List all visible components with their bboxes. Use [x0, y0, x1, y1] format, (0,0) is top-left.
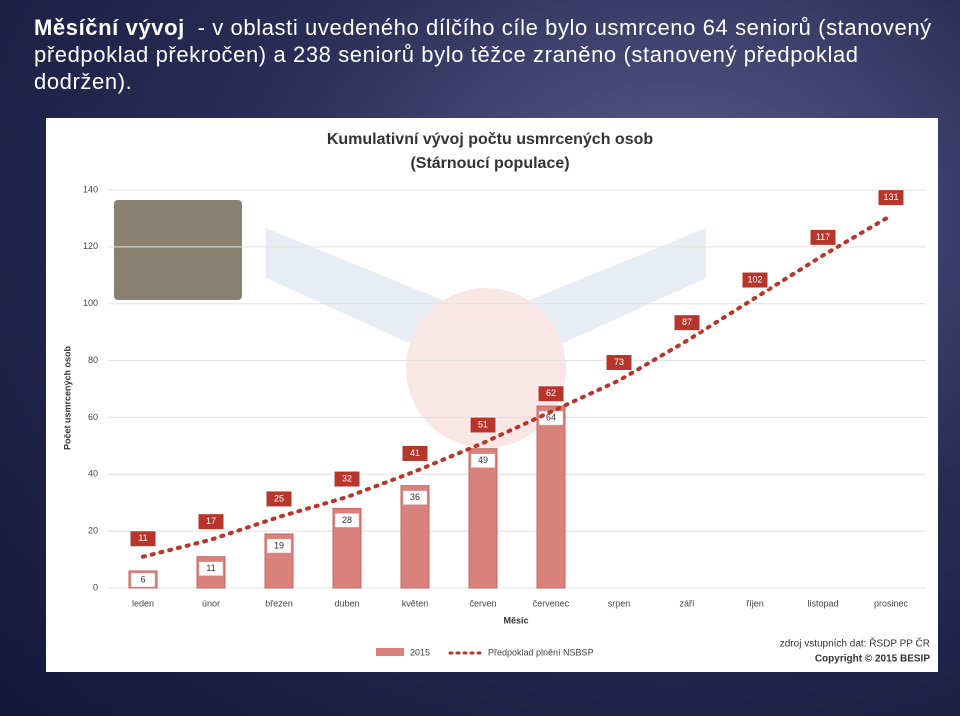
bar-label: 6: [140, 574, 145, 584]
line-label: 87: [682, 317, 692, 327]
bar-label-box: [130, 572, 156, 588]
x-tick-label: listopad: [807, 598, 838, 608]
line-label-box: [197, 513, 225, 531]
x-tick-label: květen: [402, 598, 429, 608]
y-tick-label: 80: [88, 355, 98, 365]
line-label-box: [401, 444, 429, 462]
bar-label: 49: [478, 455, 488, 465]
line-label: 17: [206, 516, 216, 526]
line: [141, 213, 893, 559]
y-tick-label: 120: [83, 241, 98, 251]
x-tick-label: únor: [202, 598, 220, 608]
bar-label-box: [402, 490, 428, 505]
bar-label: 11: [206, 563, 215, 573]
x-tick-label: prosinec: [874, 598, 909, 608]
line-label: 41: [410, 448, 420, 458]
bar-label-box: [198, 561, 224, 576]
legend-swatch: [376, 648, 404, 656]
line-label: 11: [138, 533, 147, 543]
legend-label: 2015: [410, 647, 430, 657]
line-label-box: [741, 271, 769, 289]
photo: [114, 200, 242, 300]
x-tick-label: srpen: [608, 598, 631, 608]
x-tick-label: červen: [469, 598, 496, 608]
y-axis-label: Počet usmrcených osob: [62, 345, 72, 450]
y-tick-label: 140: [83, 184, 98, 194]
heading-bold: Měsíční vývoj: [34, 15, 185, 40]
source: zdroj vstupních dat: ŘSDP PP ČR: [780, 637, 930, 650]
slide-heading: Měsíční vývoj - v oblasti uvedeného dílč…: [34, 14, 940, 95]
line-label-box: [877, 189, 905, 207]
line-label-box: [469, 416, 497, 434]
line-label-box: [537, 385, 565, 403]
x-tick-label: leden: [132, 598, 154, 608]
x-tick-label: duben: [334, 598, 359, 608]
line-label: 131: [883, 192, 898, 202]
line-label: 73: [614, 357, 624, 367]
y-tick-label: 20: [88, 526, 98, 536]
x-tick-label: září: [679, 598, 695, 608]
x-tick-label: červenec: [533, 598, 570, 608]
bar: [536, 405, 566, 589]
x-axis-label: Měsíc: [503, 615, 528, 625]
line-label-box: [673, 314, 701, 332]
legend-label: Předpoklad plnění NSBSP: [488, 647, 594, 657]
line-label: 102: [747, 274, 762, 284]
bar-label: 36: [410, 492, 420, 502]
watermark: [406, 288, 566, 448]
line-label: 25: [274, 493, 284, 503]
bar: [468, 448, 498, 589]
line-label-box: [809, 228, 837, 246]
heading-text: - v oblasti uvedeného dílčího cíle bylo …: [34, 15, 932, 94]
bar-label: 19: [274, 540, 284, 550]
chart-title: Kumulativní vývoj počtu usmrcených osob: [327, 131, 654, 148]
bar-label-box: [470, 453, 496, 468]
bar-label-box: [334, 513, 360, 528]
line-label-box: [605, 353, 633, 371]
line-label-box: [333, 470, 361, 488]
bar-label: 64: [546, 412, 556, 422]
y-tick-label: 100: [83, 298, 98, 308]
line-label: 117: [816, 232, 830, 242]
copyright: Copyright © 2015 BESIP: [815, 654, 931, 665]
chart-subtitle: (Stárnoucí populace): [410, 155, 569, 172]
line-label: 62: [546, 388, 556, 398]
x-tick-label: březen: [265, 598, 293, 608]
bar-label-box: [266, 538, 292, 554]
line-label: 51: [478, 419, 488, 429]
y-tick-label: 0: [93, 582, 98, 592]
y-tick-label: 40: [88, 469, 98, 479]
y-tick-label: 60: [88, 412, 98, 422]
line-label: 32: [342, 473, 352, 483]
x-tick-label: říjen: [746, 598, 764, 608]
bar-label: 28: [342, 515, 352, 525]
line-label-box: [129, 530, 157, 548]
line-label-box: [265, 490, 293, 508]
chart: Kumulativní vývoj počtu usmrcených osob …: [46, 118, 938, 672]
